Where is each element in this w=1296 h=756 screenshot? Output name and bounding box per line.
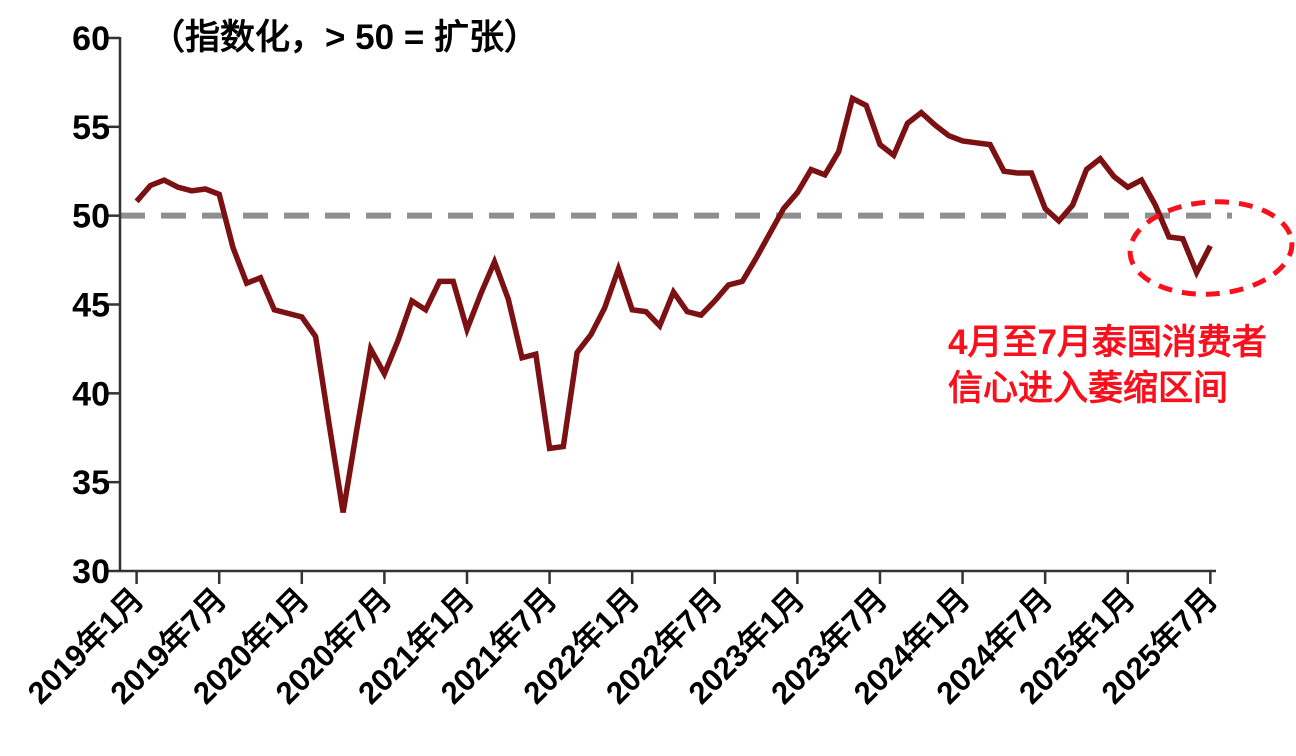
annotation-line-1: 4月至7月泰国消费者 bbox=[948, 323, 1267, 362]
cci-series-line bbox=[134, 94, 1213, 513]
y-tick-label: 55 bbox=[72, 109, 110, 147]
y-tick-label: 35 bbox=[72, 464, 110, 502]
y-tick-label: 30 bbox=[72, 553, 110, 591]
annotation-line-2: 信心进入萎缩区间 bbox=[948, 369, 1228, 408]
y-axis-labels: 30 35 40 45 50 55 60 bbox=[72, 20, 110, 591]
chart-subtitle: （指数化，> 50 = 扩张） bbox=[150, 18, 539, 57]
y-tick-label: 40 bbox=[72, 375, 110, 413]
highlight-ellipse bbox=[1127, 199, 1295, 297]
y-tick-label: 60 bbox=[72, 20, 110, 58]
x-axis-labels: 2019年1月2019年7月2020年1月2020年7月2021年1月2021年… bbox=[21, 581, 1224, 711]
y-tick-label: 50 bbox=[72, 198, 110, 236]
axes: 30 35 40 45 50 55 60 2019年1月2019年7月2020年1月2020… bbox=[21, 20, 1224, 711]
annotation: 4月至7月泰国消费者 信心进入萎缩区间 bbox=[948, 323, 1267, 408]
y-axis-ticks bbox=[107, 36, 120, 573]
x-axis-ticks bbox=[135, 571, 1212, 584]
y-tick-label: 45 bbox=[72, 286, 110, 324]
